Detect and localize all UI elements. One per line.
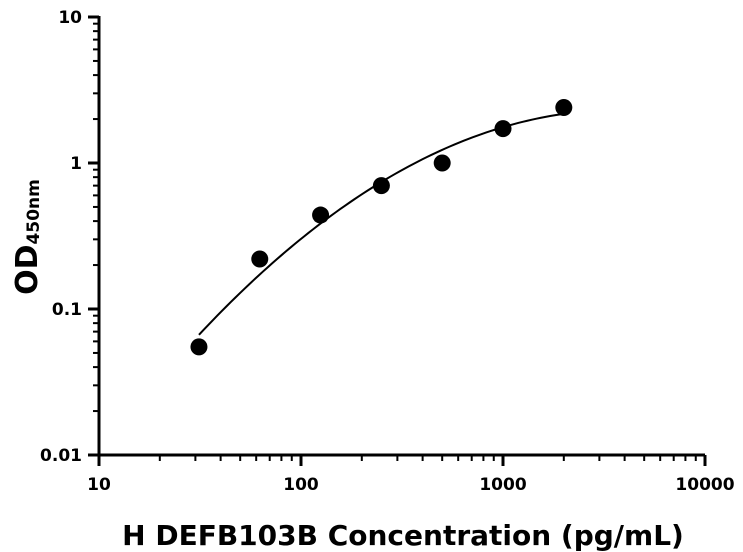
fit-curve-line	[198, 112, 564, 336]
x-tick-label: 10000	[675, 475, 734, 495]
data-point-1	[190, 338, 208, 356]
x-tick-label: 1000	[479, 475, 526, 495]
y-axis-title-sub: 450nm	[24, 179, 44, 244]
x-axis-title: H DEFB103B Concentration (pg/mL)	[122, 519, 684, 552]
fit-curve	[198, 112, 564, 336]
data-point-4	[372, 177, 390, 195]
data-points	[190, 98, 573, 356]
data-point-2	[251, 250, 269, 268]
y-tick-label: 1	[70, 154, 82, 174]
data-point-7	[555, 98, 573, 116]
y-axis-title: OD450nm	[10, 179, 45, 295]
x-tick-label: 10	[87, 475, 111, 495]
y-tick-label: 0.01	[40, 446, 82, 466]
data-point-5	[433, 154, 451, 172]
data-point-6	[494, 120, 512, 138]
data-point-3	[312, 206, 330, 224]
axes	[97, 16, 705, 457]
ticks: 10 100 1000 10000 0.01 0.1 1 10	[40, 8, 735, 495]
y-tick-label: 0.1	[52, 300, 82, 320]
x-tick-label: 100	[283, 475, 319, 495]
y-axis-title-main: OD	[10, 244, 45, 294]
y-tick-label: 10	[58, 8, 82, 28]
